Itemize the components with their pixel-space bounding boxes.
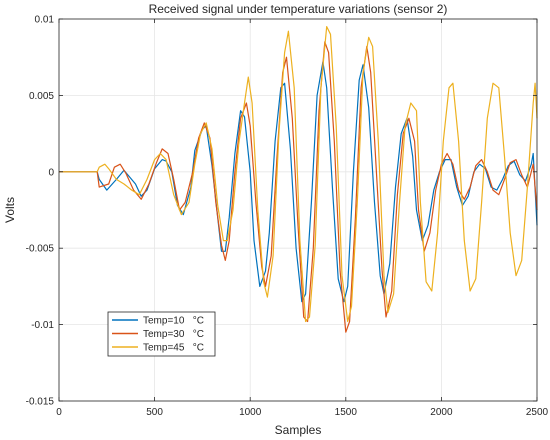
y-tick-label: -0.005	[26, 244, 55, 255]
legend-label: Temp=30 °C	[143, 329, 204, 340]
series-line-3	[59, 26, 538, 323]
x-tick-label: 0	[56, 407, 62, 418]
x-axis-label: Samples	[275, 423, 322, 437]
series-line-1	[59, 61, 538, 303]
x-tick-label: 2500	[526, 407, 549, 418]
y-tick-label: 0.005	[29, 91, 54, 102]
chart-title: Received signal under temperature variat…	[149, 2, 448, 16]
legend-label: Temp=10 °C	[143, 316, 204, 327]
legend: Temp=10 °C Temp=30 °C Temp=45 °C	[107, 311, 216, 357]
y-tick-label: 0.01	[35, 15, 55, 26]
x-tick-label: 2000	[430, 407, 453, 418]
axis-ticks: 0 500 1000 1500 2000 2500 -0.015 -0.01 -0.005 0 0.…	[26, 15, 549, 419]
x-tick-label: 500	[146, 407, 163, 418]
y-axis-label: Volts	[3, 197, 17, 223]
plot-frame	[58, 18, 538, 402]
x-tick-label: 1000	[239, 407, 262, 418]
x-tick-label: 1500	[335, 407, 358, 418]
legend-label: Temp=45 °C	[143, 343, 204, 354]
y-tick-label: -0.015	[26, 397, 55, 408]
series-line-2	[59, 41, 538, 333]
series-group	[59, 26, 538, 333]
y-tick-label: 0	[48, 167, 54, 178]
y-tick-label: -0.01	[31, 320, 54, 331]
